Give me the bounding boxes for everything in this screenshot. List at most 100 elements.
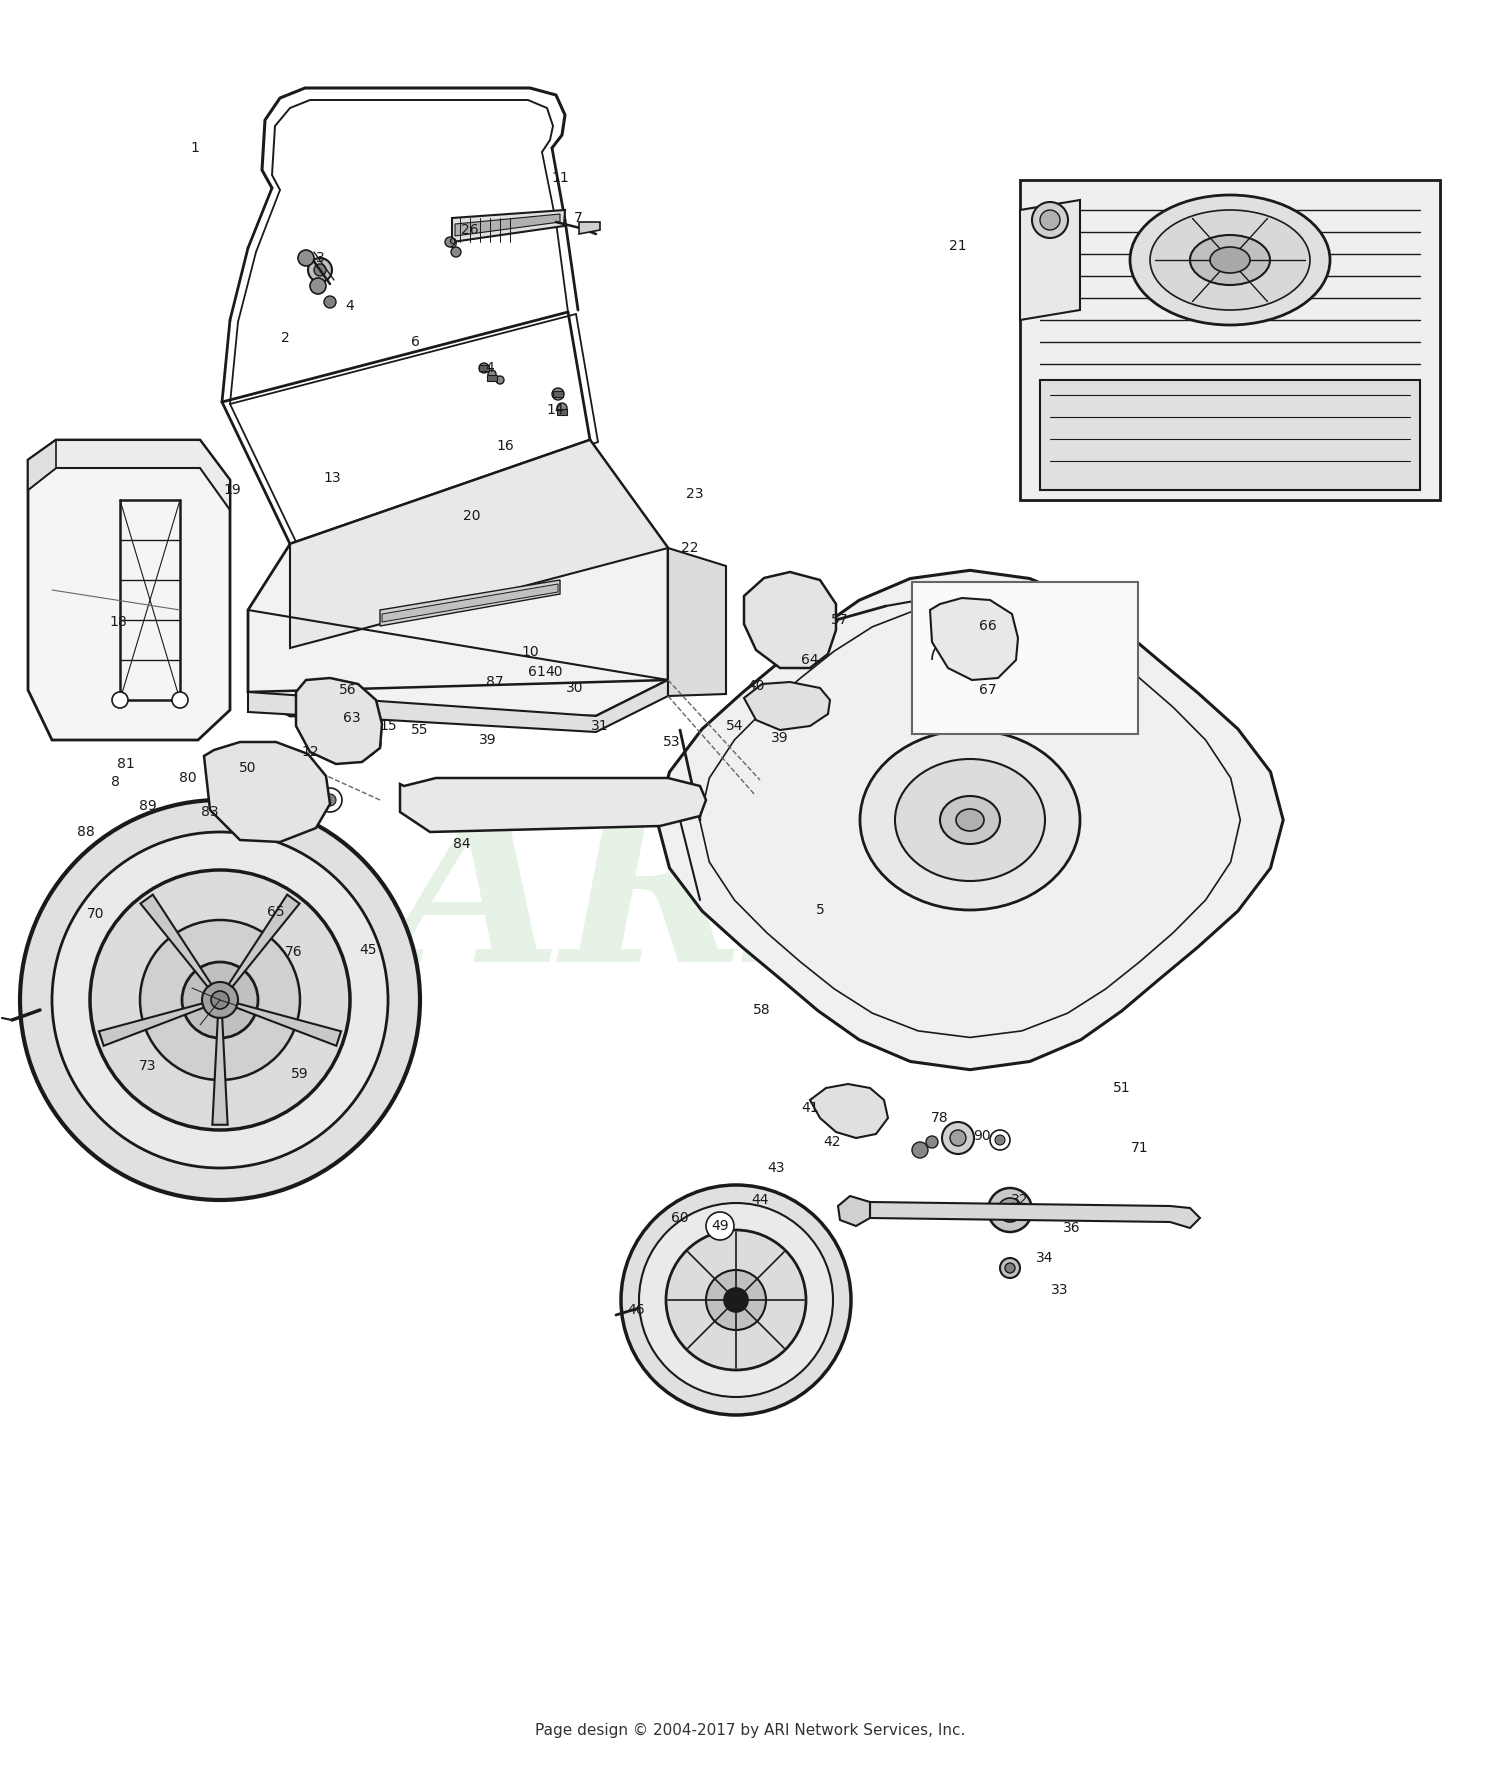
Circle shape — [310, 278, 326, 294]
Text: 49: 49 — [711, 1220, 729, 1232]
Text: 89: 89 — [140, 800, 158, 814]
Circle shape — [112, 691, 128, 707]
Circle shape — [370, 739, 381, 748]
Polygon shape — [237, 1004, 340, 1046]
Circle shape — [140, 920, 300, 1080]
Ellipse shape — [1210, 246, 1249, 273]
Text: 76: 76 — [285, 945, 303, 959]
Text: 66: 66 — [980, 619, 998, 633]
Circle shape — [783, 612, 796, 626]
Circle shape — [783, 592, 796, 606]
Circle shape — [262, 793, 273, 803]
Text: 4: 4 — [345, 300, 354, 314]
Text: 78: 78 — [932, 1112, 950, 1126]
Text: 45: 45 — [360, 943, 376, 957]
Circle shape — [333, 729, 346, 743]
Circle shape — [990, 1129, 1010, 1151]
Text: 30: 30 — [567, 681, 584, 695]
Circle shape — [552, 388, 564, 401]
Circle shape — [338, 704, 366, 732]
Circle shape — [432, 796, 448, 812]
Text: 56: 56 — [339, 683, 357, 697]
Polygon shape — [213, 1018, 228, 1124]
Circle shape — [1005, 1262, 1016, 1273]
Circle shape — [236, 766, 300, 830]
Polygon shape — [556, 410, 567, 415]
Text: 64: 64 — [801, 652, 819, 667]
Circle shape — [496, 376, 504, 385]
Circle shape — [556, 402, 567, 413]
Text: 11: 11 — [550, 170, 568, 184]
Text: 83: 83 — [201, 805, 219, 819]
Text: 19: 19 — [224, 482, 242, 496]
Circle shape — [211, 993, 228, 1009]
Text: 16: 16 — [496, 440, 514, 452]
Polygon shape — [204, 741, 330, 842]
Polygon shape — [1040, 379, 1420, 489]
Text: 4: 4 — [486, 362, 495, 376]
Text: 50: 50 — [240, 761, 256, 775]
Polygon shape — [380, 580, 560, 626]
Circle shape — [942, 1122, 974, 1154]
Text: 8: 8 — [111, 775, 120, 789]
Circle shape — [639, 1204, 833, 1397]
Text: 73: 73 — [140, 1058, 156, 1073]
Circle shape — [452, 246, 460, 257]
Text: 20: 20 — [464, 509, 480, 523]
Circle shape — [652, 796, 668, 812]
Polygon shape — [1020, 181, 1440, 500]
Text: 60: 60 — [670, 1211, 688, 1225]
Circle shape — [424, 787, 456, 819]
Polygon shape — [296, 677, 382, 764]
Circle shape — [446, 238, 454, 246]
Circle shape — [318, 787, 342, 812]
Text: 7: 7 — [573, 211, 582, 225]
Circle shape — [258, 787, 278, 808]
Polygon shape — [839, 1197, 870, 1225]
Text: 39: 39 — [771, 730, 789, 745]
Polygon shape — [248, 440, 668, 716]
Circle shape — [724, 1287, 748, 1312]
Polygon shape — [554, 392, 562, 397]
Polygon shape — [657, 571, 1282, 1069]
Polygon shape — [1020, 200, 1080, 319]
Bar — [912, 582, 1138, 734]
Text: ARI: ARI — [390, 793, 850, 1009]
Text: 3: 3 — [315, 252, 324, 264]
Text: 63: 63 — [344, 711, 362, 725]
Circle shape — [994, 1135, 1005, 1145]
Text: 5: 5 — [816, 902, 825, 917]
Polygon shape — [452, 209, 566, 241]
Circle shape — [912, 1142, 928, 1158]
Ellipse shape — [859, 730, 1080, 910]
Circle shape — [172, 691, 188, 707]
Circle shape — [706, 1213, 734, 1239]
Circle shape — [834, 1097, 862, 1126]
Polygon shape — [454, 215, 560, 236]
Text: 1: 1 — [190, 142, 200, 154]
Text: 32: 32 — [1011, 1193, 1029, 1207]
Circle shape — [1032, 202, 1068, 238]
Circle shape — [706, 1269, 766, 1330]
Polygon shape — [579, 222, 600, 234]
Circle shape — [333, 693, 346, 707]
Text: 43: 43 — [766, 1161, 784, 1175]
Circle shape — [298, 250, 314, 266]
Polygon shape — [28, 440, 56, 489]
Text: 61: 61 — [528, 665, 546, 679]
Text: 80: 80 — [178, 771, 196, 785]
Text: 23: 23 — [686, 488, 703, 502]
Text: 22: 22 — [681, 541, 699, 555]
Circle shape — [842, 1106, 854, 1119]
Text: 15: 15 — [380, 720, 398, 732]
Circle shape — [202, 982, 238, 1018]
Circle shape — [182, 963, 258, 1037]
Circle shape — [53, 832, 388, 1168]
Circle shape — [782, 699, 802, 718]
Circle shape — [333, 746, 346, 761]
Circle shape — [621, 1184, 850, 1415]
Circle shape — [324, 794, 336, 807]
Text: 57: 57 — [831, 613, 849, 628]
Text: 31: 31 — [591, 720, 609, 732]
Text: 70: 70 — [87, 908, 105, 920]
